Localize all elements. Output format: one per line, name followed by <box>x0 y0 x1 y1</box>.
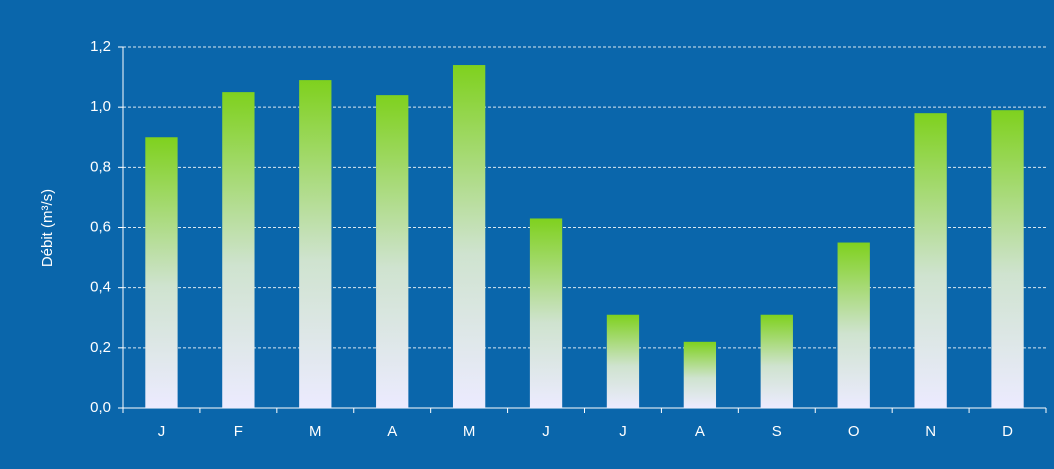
x-tick-label: M <box>463 423 476 440</box>
x-tick-label: J <box>619 423 627 440</box>
bar <box>606 314 640 408</box>
y-tick-label: 0,0 <box>90 399 111 416</box>
x-tick-label: F <box>234 423 243 440</box>
y-tick-label: 1,0 <box>90 98 111 115</box>
x-tick-label: D <box>1002 423 1013 440</box>
x-tick-label: J <box>158 423 166 440</box>
x-tick-label: N <box>925 423 936 440</box>
y-tick-label: 0,4 <box>90 279 111 296</box>
y-tick-label: 1,2 <box>90 38 111 55</box>
bar <box>222 92 255 408</box>
bar <box>299 80 332 408</box>
bar <box>376 95 409 408</box>
bar <box>529 218 563 408</box>
x-tick-label: A <box>387 423 397 440</box>
bar <box>145 137 178 408</box>
x-tick-label: M <box>309 423 322 440</box>
x-tick-label: S <box>772 423 782 440</box>
y-tick-label: 0,6 <box>90 218 111 235</box>
y-tick-label: 0,2 <box>90 339 111 356</box>
bar <box>760 314 793 408</box>
bar <box>991 110 1024 409</box>
x-tick-label: O <box>848 423 860 440</box>
bar <box>837 242 870 408</box>
y-axis-label: Débit (m³/s) <box>39 189 56 267</box>
bar <box>452 65 486 409</box>
bar <box>914 113 947 408</box>
x-tick-label: A <box>695 423 705 440</box>
bar <box>683 341 717 408</box>
y-tick-label: 0,8 <box>90 158 111 175</box>
x-tick-label: J <box>542 423 550 440</box>
